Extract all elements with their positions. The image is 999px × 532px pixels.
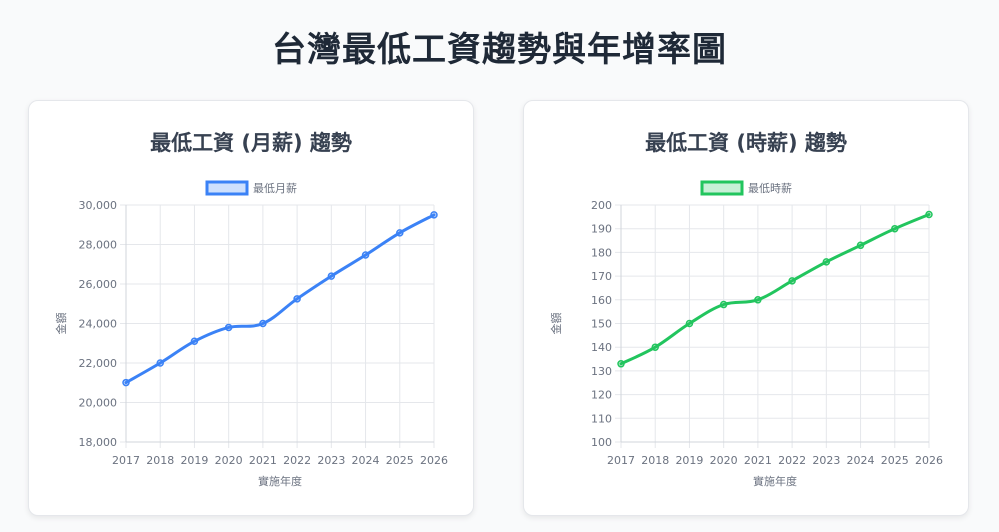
x-tick-label: 2018 <box>641 454 669 467</box>
x-tick-label: 2025 <box>386 454 414 467</box>
x-tick-label: 2025 <box>881 454 909 467</box>
x-tick-label: 2022 <box>283 454 311 467</box>
data-point <box>651 343 659 351</box>
data-point <box>856 241 865 250</box>
data-point <box>361 251 370 259</box>
legend-label: 最低月薪 <box>253 182 297 195</box>
y-tick-label: 22,000 <box>79 357 118 370</box>
y-tick-label: 30,000 <box>79 199 118 212</box>
data-point <box>396 229 404 237</box>
x-tick-label: 2023 <box>812 454 840 467</box>
x-tick-label: 2021 <box>249 454 277 467</box>
monthly-wage-chart: 30,000 28,000 26,000 24,000 22,000 20,000 18,0… <box>54 180 448 488</box>
y-tick-label: 130 <box>591 365 612 378</box>
x-tick-label: 2024 <box>847 454 875 467</box>
y-tick-label: 120 <box>591 389 612 402</box>
y-tick-label: 18,000 <box>79 436 118 449</box>
series-line-最低時薪 <box>619 213 931 366</box>
legend-label: 最低時薪 <box>748 182 792 195</box>
page-title: 台灣最低工資趨勢與年增率圖 <box>272 30 727 70</box>
data-point <box>788 277 796 285</box>
data-point <box>293 295 301 303</box>
data-point <box>122 378 130 387</box>
x-tick-label: 2019 <box>675 454 703 467</box>
x-tick-label: 2017 <box>607 454 635 467</box>
y-tick-label: 170 <box>591 270 612 283</box>
y-tick-label: 160 <box>591 294 612 307</box>
data-point <box>617 360 625 368</box>
hourly-wage-chart: 200 190 180 170 160 150 140 130 120 110 100 2017 201… <box>549 180 943 488</box>
data-point <box>259 319 267 328</box>
x-tick-label: 2022 <box>778 454 806 467</box>
data-point <box>685 319 694 328</box>
x-tick-label: 2026 <box>915 454 943 467</box>
data-point <box>822 258 831 266</box>
x-tick-label: 2017 <box>112 454 140 467</box>
y-tick-label: 140 <box>591 341 612 354</box>
x-tick-label: 2023 <box>317 454 345 467</box>
y-tick-label: 26,000 <box>79 278 118 291</box>
y-tick-label: 20,000 <box>79 397 118 410</box>
x-tick-label: 2024 <box>352 454 380 467</box>
x-tick-label: 2020 <box>215 454 243 467</box>
y-axis-title: 金額 <box>549 313 563 335</box>
y-tick-label: 28,000 <box>79 239 118 252</box>
hourly-wage-card: 最低工資 (時薪) 趨勢 200 190 180 170 160 150 140 130 120… <box>523 100 969 516</box>
x-tick-label: 2019 <box>180 454 208 467</box>
y-tick-label: 100 <box>591 436 612 449</box>
y-axis-title: 金額 <box>54 313 68 335</box>
y-tick-label: 200 <box>591 199 612 212</box>
x-axis-title: 實施年度 <box>258 474 302 488</box>
legend-swatch <box>700 180 744 196</box>
x-tick-label: 2018 <box>146 454 174 467</box>
data-point <box>224 323 233 332</box>
data-point <box>190 337 199 346</box>
data-point <box>754 296 762 304</box>
x-axis-title: 實施年度 <box>753 474 797 488</box>
data-point <box>327 272 336 280</box>
y-tick-label: 24,000 <box>79 318 118 331</box>
monthly-chart-title: 最低工資 (月薪) 趨勢 <box>150 131 352 155</box>
x-tick-label: 2026 <box>420 454 448 467</box>
monthly-wage-card: 最低工資 (月薪) 趨勢 30,000 28,000 26,000 24,000 22,… <box>28 100 474 516</box>
legend-swatch <box>205 180 249 196</box>
x-tick-label: 2021 <box>744 454 772 467</box>
x-tick-label: 2020 <box>710 454 738 467</box>
series-line-最低月薪 <box>124 213 436 385</box>
y-tick-label: 180 <box>591 246 612 259</box>
y-tick-label: 110 <box>591 412 612 425</box>
data-point <box>925 210 933 219</box>
y-tick-label: 190 <box>591 223 612 236</box>
data-point <box>719 300 728 309</box>
y-tick-label: 150 <box>591 318 612 331</box>
hourly-chart-title: 最低工資 (時薪) 趨勢 <box>645 131 847 155</box>
data-point <box>891 224 899 233</box>
data-point <box>430 211 438 219</box>
data-point <box>156 359 164 367</box>
